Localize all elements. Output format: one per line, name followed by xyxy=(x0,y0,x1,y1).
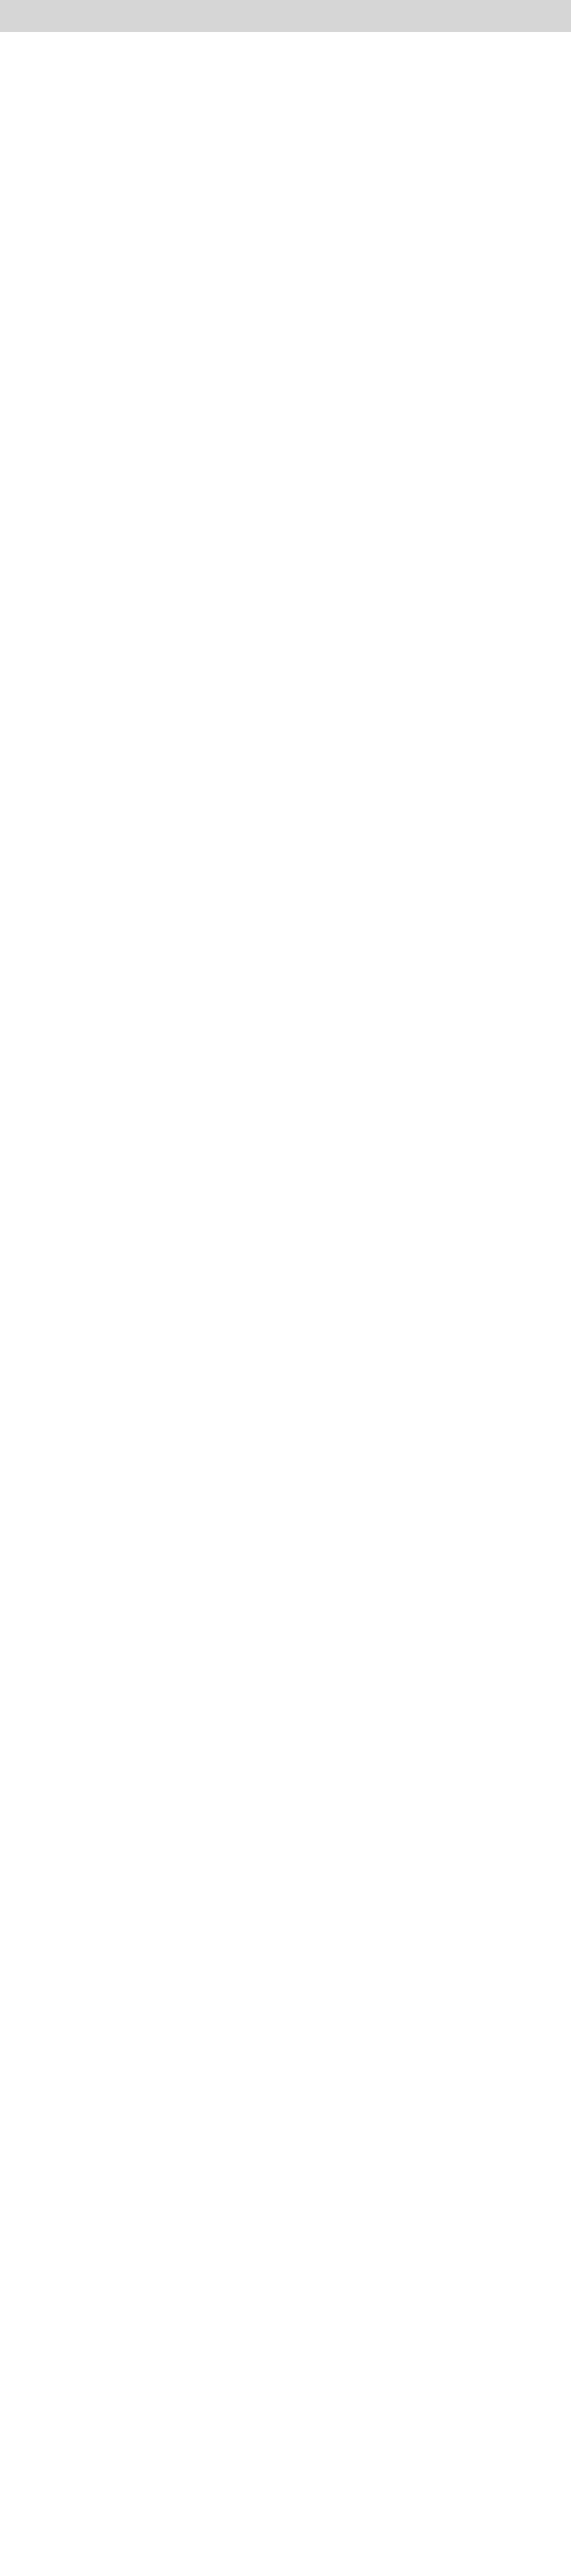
event-title-row xyxy=(0,0,571,1)
time-axis-top xyxy=(0,31,571,43)
event-header xyxy=(0,0,571,32)
